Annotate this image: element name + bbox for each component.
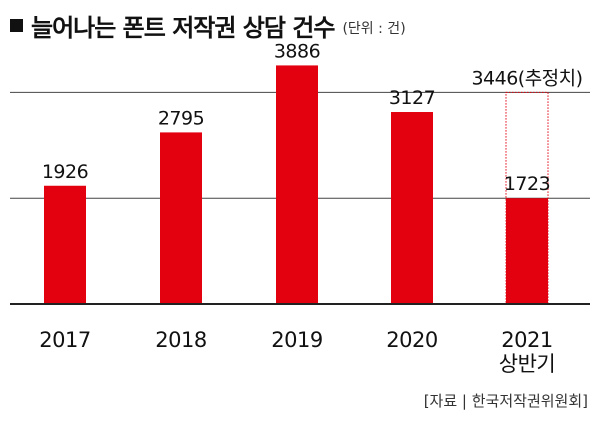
- bar-1: [160, 132, 202, 304]
- category-label-4-0: 2021: [501, 328, 552, 352]
- value-label-2: 3886: [274, 40, 320, 62]
- bar-2: [276, 65, 318, 305]
- category-label-4-1: 상반기: [499, 352, 555, 376]
- category-label-1-0: 2018: [155, 328, 206, 352]
- chart-title: 늘어나는 폰트 저작권 상담 건수: [31, 13, 335, 42]
- category-label-2-0: 2019: [271, 328, 322, 352]
- value-label-3: 3127: [389, 87, 435, 109]
- unit-label: (단위 : 건): [342, 21, 406, 37]
- title-square-icon: [10, 18, 23, 32]
- chart-title-row: 늘어나는 폰트 저작권 상담 건수 (단위 : 건): [10, 8, 406, 42]
- bar-3: [391, 112, 433, 304]
- value-label-0: 1926: [42, 161, 88, 183]
- bar-0: [44, 185, 86, 304]
- category-label-3-0: 2020: [386, 328, 437, 352]
- bar-4: [506, 198, 548, 304]
- value-label-4: 1723: [504, 173, 550, 195]
- source-note: [자료 | 한국저작권위원회]: [423, 392, 588, 410]
- category-label-0-0: 2017: [39, 328, 90, 352]
- value-label-1: 2795: [158, 107, 204, 129]
- estimate-label: 3446(추정치): [471, 67, 582, 89]
